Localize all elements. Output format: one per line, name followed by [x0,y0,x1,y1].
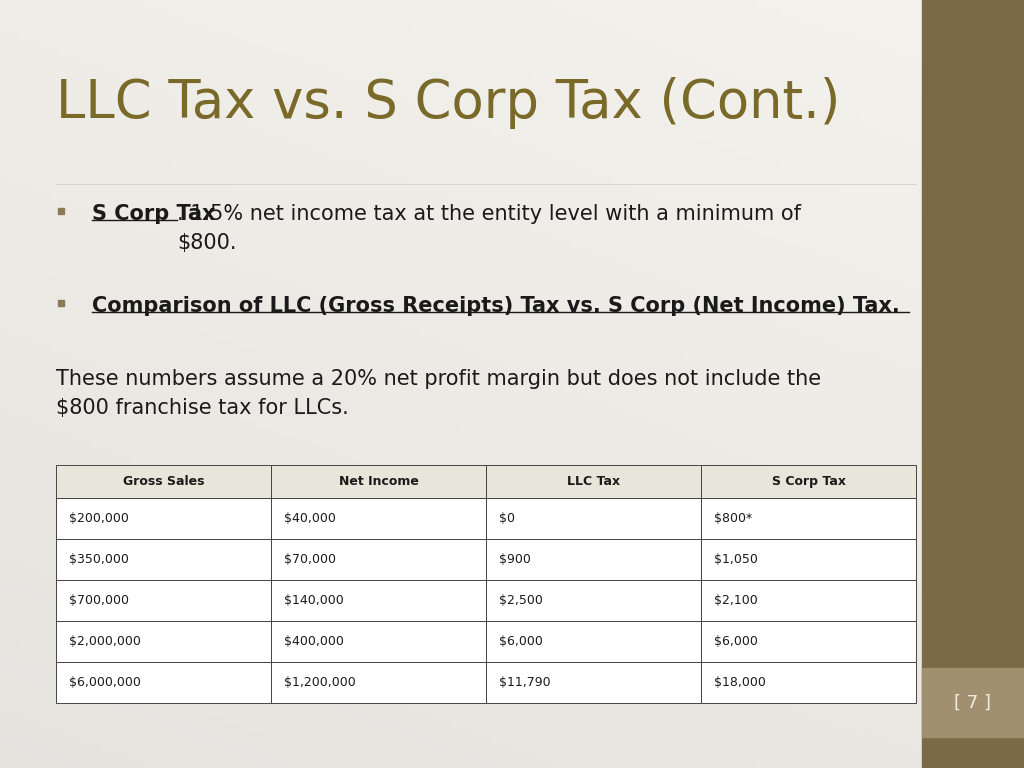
Bar [701,621,916,662]
Text: $2,100: $2,100 [714,594,758,607]
Bar [271,498,486,539]
Text: $1,200,000: $1,200,000 [284,676,355,689]
Bar [486,580,701,621]
Text: $350,000: $350,000 [69,553,128,566]
Bar [56,498,271,539]
Bar [271,539,486,580]
Text: LLC Tax vs. S Corp Tax (Cont.): LLC Tax vs. S Corp Tax (Cont.) [56,77,841,129]
Bar [701,465,916,498]
Bar [922,668,1024,737]
Bar [486,621,701,662]
Bar [271,662,486,703]
Text: $1,050: $1,050 [714,553,758,566]
Bar [56,465,271,498]
Text: $900: $900 [499,553,530,566]
Bar [271,580,486,621]
Text: $200,000: $200,000 [69,512,128,525]
Bar [486,662,701,703]
Text: Comparison of LLC (Gross Receipts) Tax vs. S Corp (Net Income) Tax.: Comparison of LLC (Gross Receipts) Tax v… [92,296,900,316]
Bar [486,539,701,580]
Text: $70,000: $70,000 [284,553,336,566]
Bar [701,580,916,621]
Text: $18,000: $18,000 [714,676,766,689]
Text: . 1.5% net income tax at the entity level with a minimum of
$800.: . 1.5% net income tax at the entity leve… [177,204,801,253]
Text: LLC Tax: LLC Tax [567,475,621,488]
Text: $6,000,000: $6,000,000 [69,676,140,689]
Text: These numbers assume a 20% net profit margin but does not include the
$800 franc: These numbers assume a 20% net profit ma… [56,369,821,419]
Text: $2,000,000: $2,000,000 [69,635,140,648]
Bar [701,662,916,703]
Text: Net Income: Net Income [339,475,419,488]
Text: $800*: $800* [714,512,752,525]
Bar [56,621,271,662]
Bar [56,662,271,703]
Text: [ 7 ]: [ 7 ] [954,694,991,712]
Text: $11,790: $11,790 [499,676,550,689]
Text: $6,000: $6,000 [499,635,543,648]
Text: $700,000: $700,000 [69,594,129,607]
Bar [922,0,1024,768]
Text: $6,000: $6,000 [714,635,758,648]
Bar [271,465,486,498]
Text: S Corp Tax: S Corp Tax [772,475,846,488]
Bar [701,539,916,580]
Text: $140,000: $140,000 [284,594,343,607]
Bar [486,465,701,498]
Text: $40,000: $40,000 [284,512,336,525]
Text: Gross Sales: Gross Sales [123,475,205,488]
Bar [271,621,486,662]
Bar [56,539,271,580]
Bar [56,580,271,621]
Bar [486,498,701,539]
Text: S Corp Tax: S Corp Tax [92,204,216,223]
Text: $2,500: $2,500 [499,594,543,607]
Bar [701,498,916,539]
Text: $400,000: $400,000 [284,635,343,648]
Text: $0: $0 [499,512,515,525]
